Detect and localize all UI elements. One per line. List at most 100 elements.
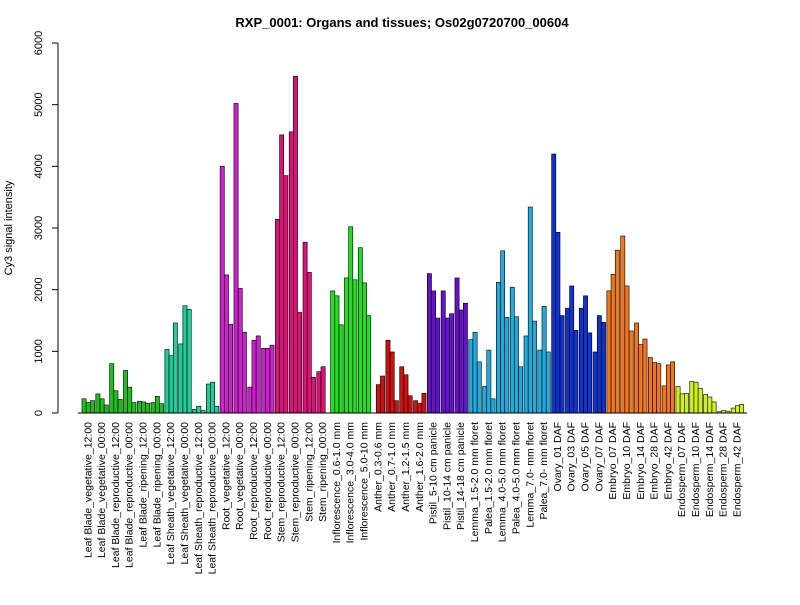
bar (357, 247, 363, 414)
x-tick-label: Stem_reproductive_12:00 (276, 422, 288, 542)
bar (458, 309, 464, 414)
bar (186, 309, 192, 414)
x-tick-label: Lemma_1.5-2.0 mm floret (469, 422, 481, 542)
x-tick-label: Leaf Sheath_reproductive_00:00 (207, 422, 219, 575)
bar (348, 226, 354, 414)
bar (150, 402, 156, 414)
y-tick-label: 1000 (33, 339, 45, 363)
x-tick-label: Embryo_28 DAF (649, 422, 661, 500)
chart-title: RXP_0001: Organs and tissues; Os02g07207… (235, 15, 569, 30)
bar (99, 398, 105, 414)
x-tick-label: Endosperm_10 DAF (690, 422, 702, 517)
x-tick-label: Lemma_7.0- mm floret (524, 422, 536, 528)
bar (127, 386, 133, 414)
bar (656, 363, 662, 414)
bar (117, 399, 123, 414)
x-tick-label: Stem_reproductive_00:00 (289, 422, 301, 542)
bar (482, 386, 488, 414)
bar (407, 395, 413, 414)
bar (269, 344, 275, 414)
bar (555, 232, 561, 414)
bar (95, 393, 101, 414)
bar (237, 288, 243, 414)
bar (421, 392, 427, 414)
x-tick-label: Stem_ripening_00:00 (317, 422, 329, 522)
bar (509, 286, 515, 414)
bar (334, 295, 340, 414)
x-tick-label: Endosperm_14 DAF (704, 422, 716, 517)
x-tick-label: Root_vegetative_00:00 (234, 422, 246, 530)
y-axis: 0 1000 2000 3000 4000 5000 6000 (33, 31, 59, 416)
bar (675, 386, 681, 414)
bar (541, 306, 547, 414)
bar (145, 402, 151, 414)
y-tick-label: 6000 (33, 31, 45, 55)
bar (399, 366, 405, 414)
bar (206, 383, 211, 414)
y-tick-label: 2000 (33, 277, 45, 301)
bar (697, 388, 703, 414)
bar (454, 277, 460, 414)
bar (583, 295, 588, 414)
bar (661, 385, 667, 414)
bar (255, 335, 261, 414)
bar (182, 305, 188, 414)
x-tick-label: Ovary_01 DAF (552, 422, 564, 491)
bar (265, 347, 271, 414)
x-tick-label: Palea_7.0- mm floret (538, 422, 550, 520)
bar (614, 249, 620, 414)
bar (476, 361, 482, 414)
bar (730, 407, 736, 414)
x-tick-label: Leaf Sheath_vegetative_12:00 (165, 422, 177, 565)
bar (275, 219, 280, 414)
bar (228, 323, 233, 414)
x-tick-label: Inflorescence_5.0-10 mm (359, 422, 371, 541)
bar (573, 330, 579, 414)
x-tick-label: Leaf Blade_ripening_12:00 (138, 422, 150, 548)
bar (131, 402, 137, 414)
bar (620, 235, 626, 414)
bar (472, 331, 478, 414)
bar (440, 290, 446, 414)
x-tick-label: Root_reproductive_12:00 (248, 422, 260, 540)
bar (375, 384, 381, 414)
x-tick-label: Anther_0.7-1.0 mm (386, 422, 398, 512)
bar (385, 339, 391, 414)
bar (431, 290, 436, 414)
y-axis-label: Cy3 signal intensity (3, 180, 15, 275)
bar (344, 277, 349, 414)
y-tick-label: 0 (33, 410, 45, 416)
bar (569, 285, 575, 414)
x-tick-label: Root_reproductive_00:00 (262, 422, 274, 540)
bar (261, 347, 267, 414)
bar (413, 400, 418, 414)
bar (389, 351, 395, 414)
x-tick-label: Ovary_05 DAF (580, 422, 592, 491)
bar (81, 398, 87, 414)
bar (306, 272, 312, 414)
bar (242, 331, 247, 414)
bar (666, 364, 671, 414)
bar (642, 338, 648, 414)
bar (192, 408, 197, 414)
bar (109, 363, 115, 414)
x-tick-label: Palea_1.5-2.0 mm floret (483, 422, 495, 534)
x-tick-label: Leaf Blade_reproductive_00:00 (124, 422, 136, 568)
bar (352, 279, 358, 414)
bar (141, 401, 146, 414)
bar (330, 290, 336, 414)
bar (610, 273, 616, 414)
x-tick-label: Pistil_5-10 cm panicle (428, 422, 440, 524)
x-tick-label: Leaf Blade_vegetative_00:00 (96, 422, 108, 558)
bar (219, 166, 225, 414)
bar (624, 285, 630, 414)
x-tick-label: Embryo_07 DAF (607, 422, 619, 500)
bar (468, 339, 474, 414)
x-tick-label: Embryo_10 DAF (621, 422, 633, 500)
bar (514, 316, 519, 414)
bar (435, 317, 441, 414)
bar (366, 315, 372, 414)
x-tick-label: Anther_0.3-0.6 mm (372, 422, 384, 512)
bar (578, 307, 584, 414)
bar (652, 362, 657, 414)
